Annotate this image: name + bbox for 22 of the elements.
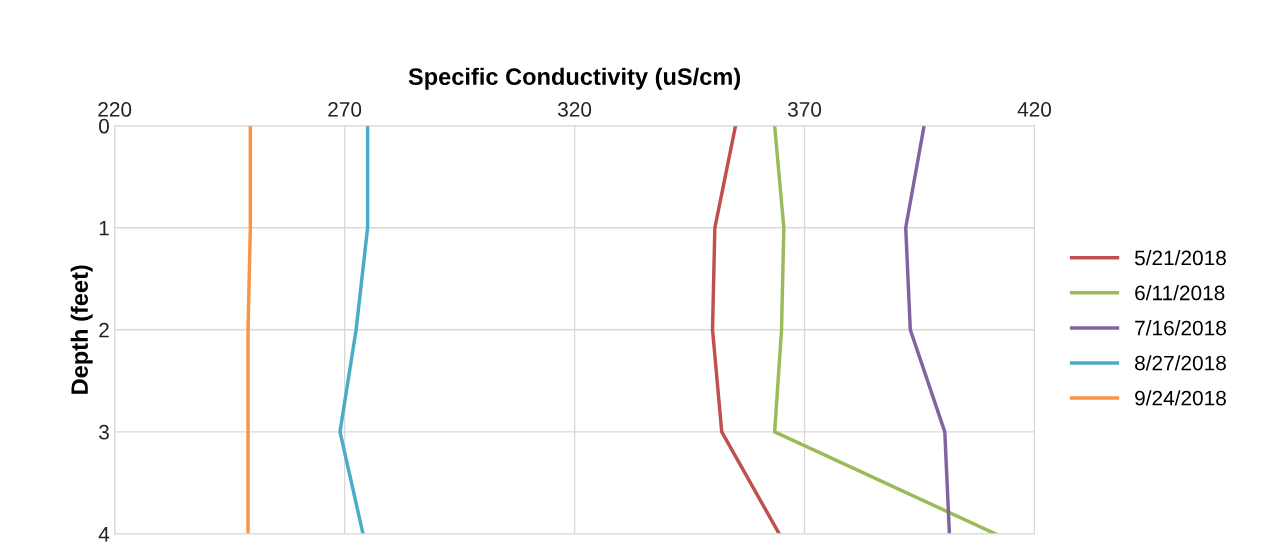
legend-label: 9/24/2018	[1135, 390, 1226, 406]
legend-label: 5/21/2018	[1134, 250, 1226, 266]
y-tick-label: 1	[99, 221, 109, 236]
legend-label: 7/16/2018	[1135, 320, 1226, 336]
line-series	[338, 125, 370, 534]
legend-label: 8/27/2018	[1135, 355, 1226, 371]
x-tick-label: 270	[328, 102, 362, 117]
x-tick-label: 220	[98, 102, 132, 117]
y-tick-label: 3	[99, 424, 109, 440]
legend-label: 6/11/2018	[1135, 285, 1225, 301]
x-tick-label: 420	[1017, 102, 1052, 117]
line-series	[903, 125, 952, 534]
x-axis-title: Specific Conductivity (uS/cm)	[408, 67, 741, 90]
x-tick-label: 320	[557, 102, 592, 117]
y-tick-label: 0	[99, 118, 109, 134]
line-series	[710, 125, 781, 534]
line-series	[246, 125, 253, 534]
y-axis-title: Depth (feet)	[70, 265, 93, 394]
y-tick-label: 4	[98, 527, 110, 542]
x-tick-label: 370	[787, 102, 822, 117]
line-series	[772, 125, 998, 534]
y-tick-label: 2	[99, 322, 109, 338]
